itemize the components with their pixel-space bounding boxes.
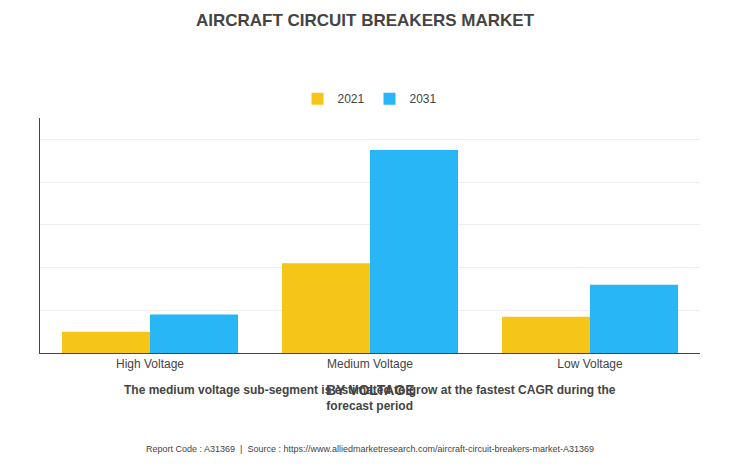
svg-text:2021: 2021: [338, 92, 365, 106]
svg-text:The medium voltage sub-segment: The medium voltage sub-segment is estima…: [124, 383, 616, 413]
svg-text:AIRCRAFT CIRCUIT BREAKERS MARK: AIRCRAFT CIRCUIT BREAKERS MARKET: [196, 11, 535, 30]
svg-text:Report Code : A31369 | Sourc: Report Code : A31369 | Source : https://…: [146, 444, 594, 454]
svg-text:Medium Voltage: Medium Voltage: [327, 357, 413, 371]
svg-text:BY VOLTAGE: BY VOLTAGE: [326, 382, 415, 398]
svg-text:High Voltage: High Voltage: [116, 357, 184, 371]
svg-text:2031: 2031: [410, 92, 437, 106]
svg-text:Low Voltage: Low Voltage: [557, 357, 623, 371]
